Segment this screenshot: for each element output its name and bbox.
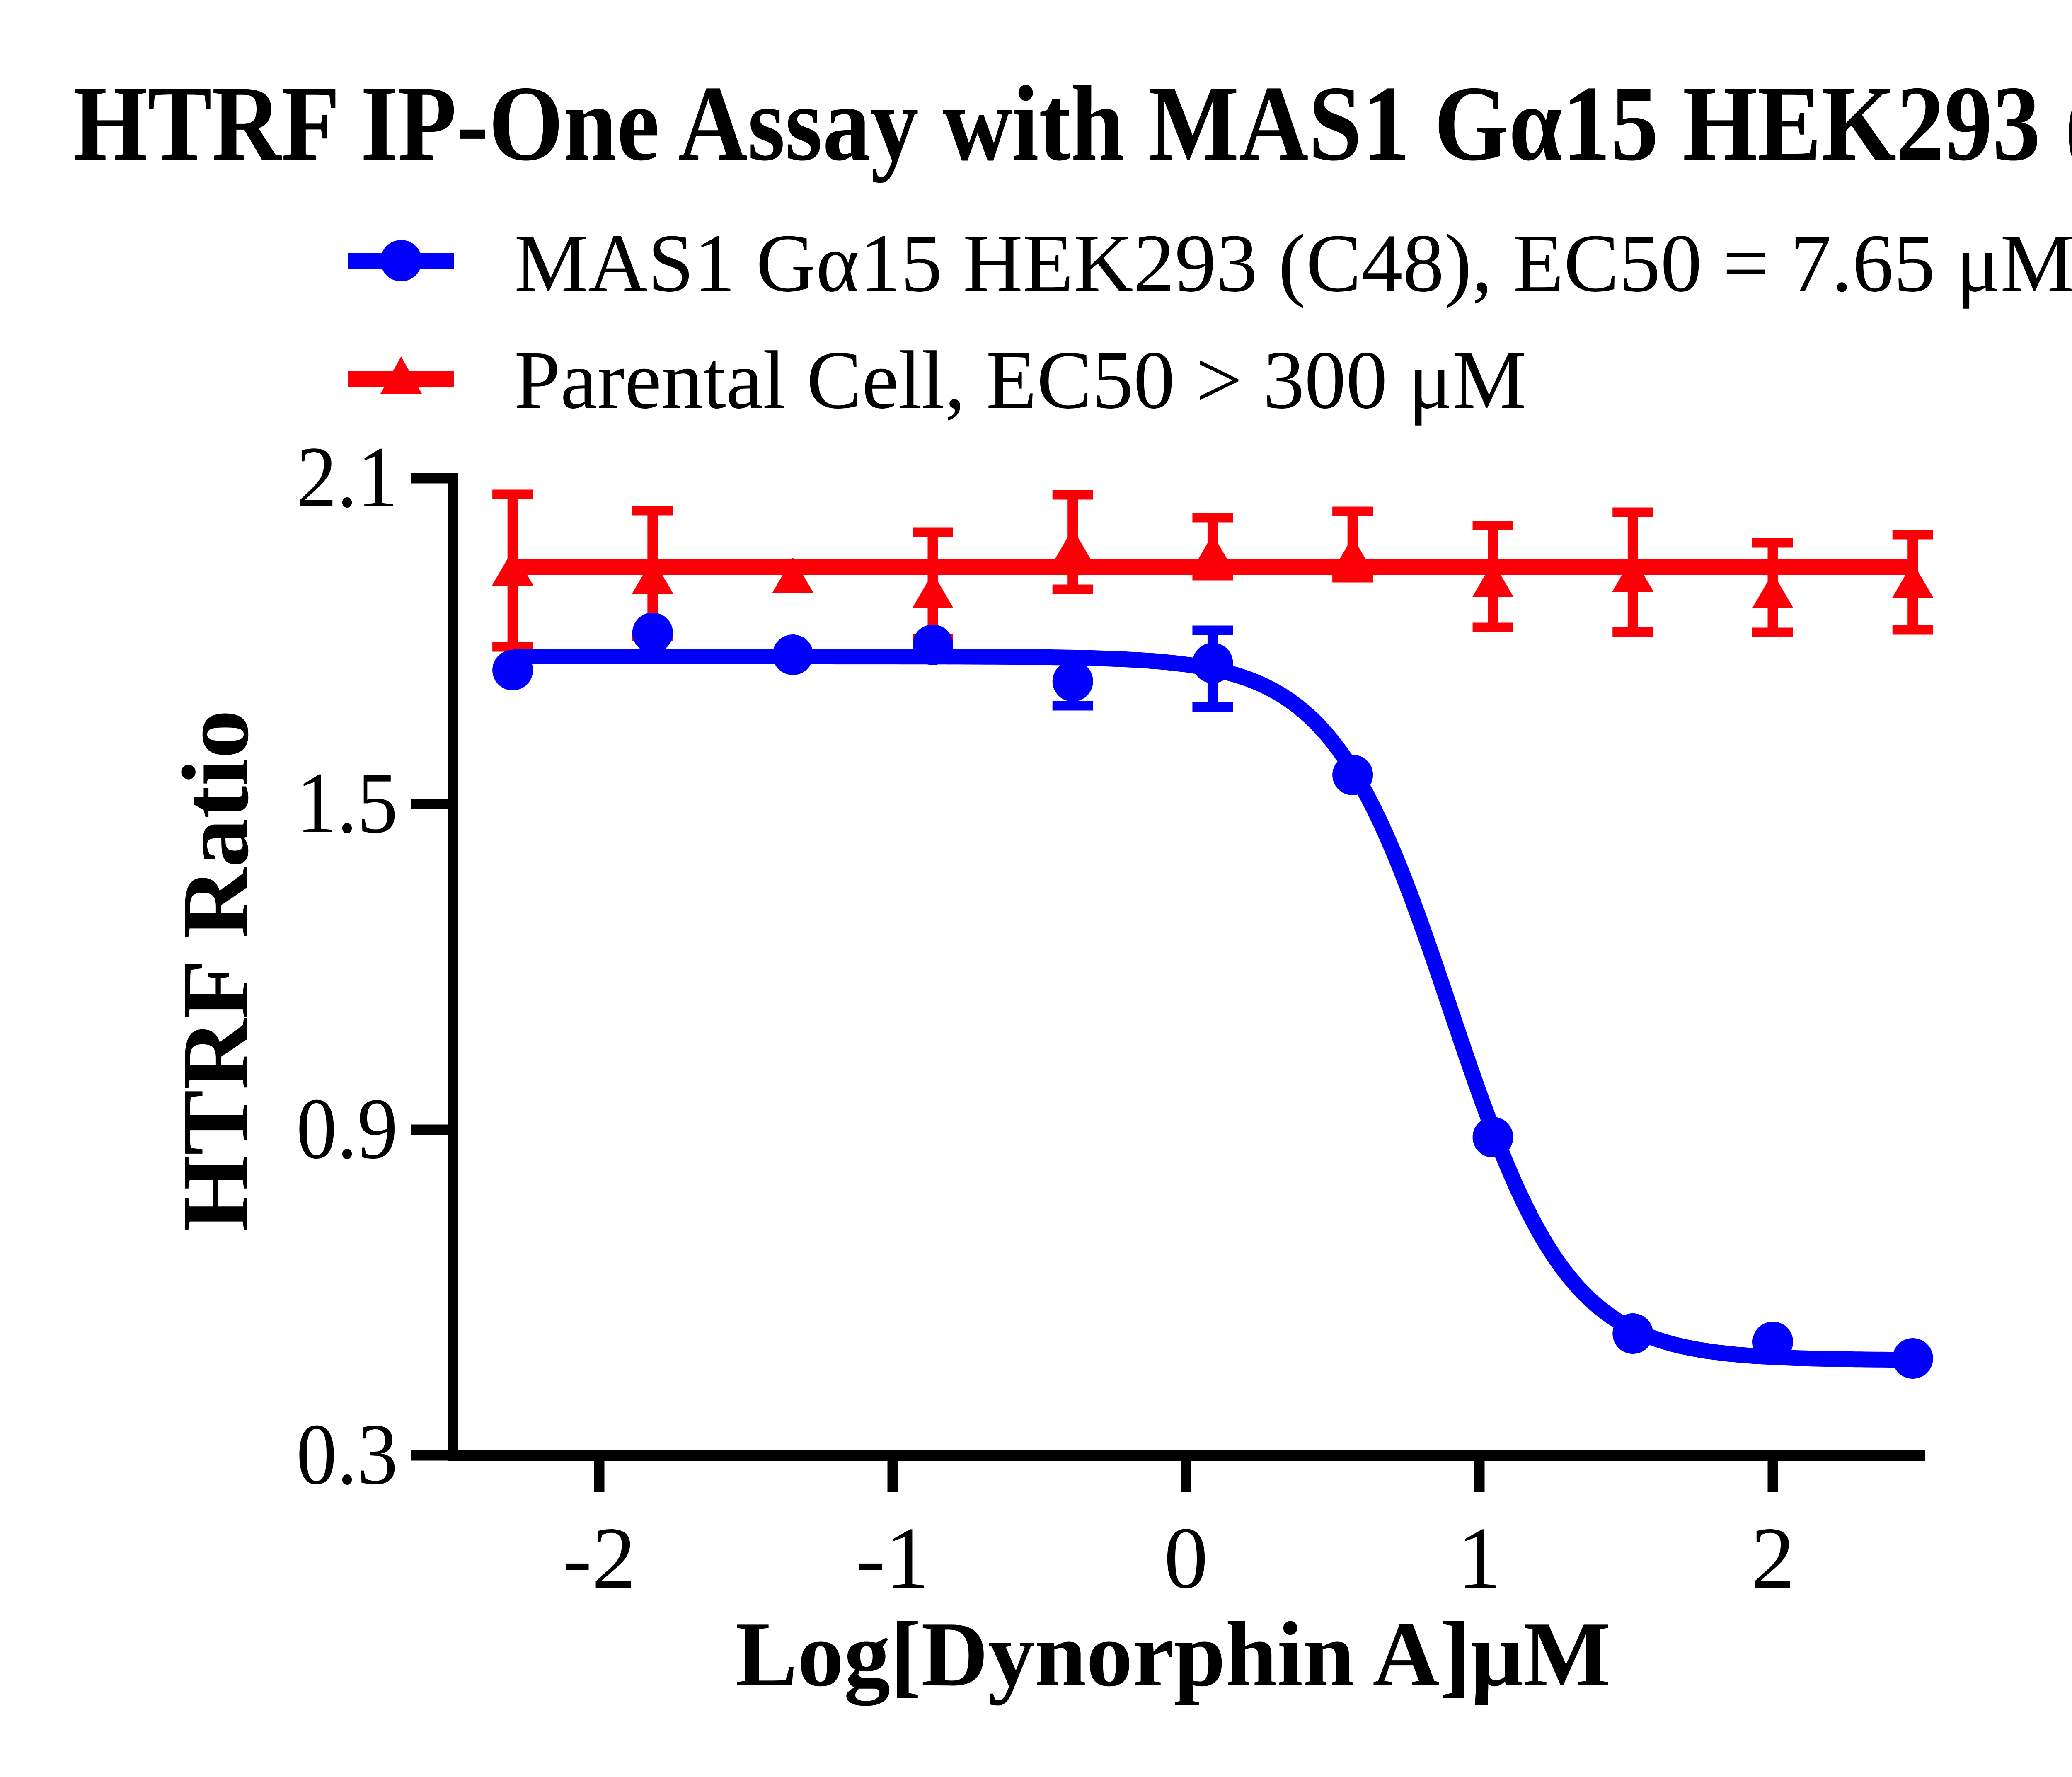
svg-text:1.5: 1.5 [296, 754, 398, 851]
svg-text:0: 0 [1164, 1509, 1208, 1607]
svg-text:MAS1 Gα15 HEK293 (C48), EC50 =: MAS1 Gα15 HEK293 (C48), EC50 = 7.65 μM [514, 218, 2072, 309]
svg-text:0.9: 0.9 [296, 1080, 398, 1177]
svg-text:HTRF IP-One Assay with MAS1 Gα: HTRF IP-One Assay with MAS1 Gα15 HEK293 … [73, 64, 2072, 183]
svg-text:-1: -1 [856, 1509, 929, 1607]
svg-text:2: 2 [1751, 1509, 1795, 1607]
svg-text:0.3: 0.3 [296, 1406, 398, 1503]
svg-text:Parental Cell, EC50 > 300 μM: Parental Cell, EC50 > 300 μM [514, 334, 1526, 426]
svg-text:-2: -2 [562, 1509, 636, 1607]
svg-text:2.1: 2.1 [296, 429, 398, 525]
svg-text:Log[Dynorphin A]μM: Log[Dynorphin A]μM [736, 1603, 1611, 1706]
svg-text:1: 1 [1457, 1509, 1502, 1607]
svg-text:HTRF Ratio: HTRF Ratio [162, 710, 268, 1232]
